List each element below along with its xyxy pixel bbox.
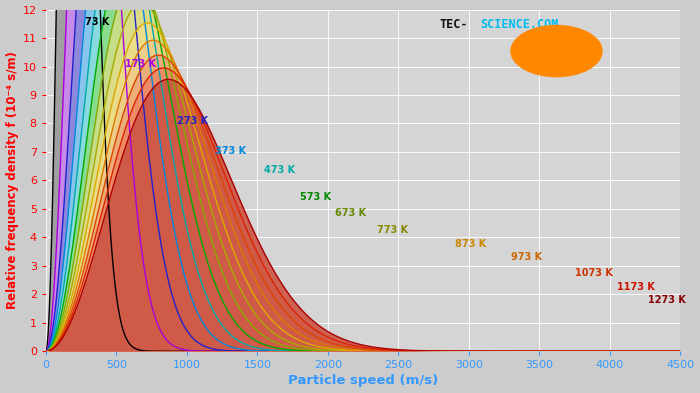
Text: 273 K: 273 K [177, 116, 208, 126]
Y-axis label: Relative frequency density f (10⁻⁴ s/m): Relative frequency density f (10⁻⁴ s/m) [6, 51, 19, 309]
Text: 373 K: 373 K [215, 145, 246, 156]
Text: 73 K: 73 K [85, 17, 110, 28]
Text: TEC-: TEC- [440, 18, 468, 31]
Text: 873 K: 873 K [455, 239, 486, 250]
X-axis label: Particle speed (m/s): Particle speed (m/s) [288, 375, 438, 387]
Text: 1073 K: 1073 K [575, 268, 612, 278]
Text: 573 K: 573 K [300, 193, 331, 202]
Text: 1173 K: 1173 K [617, 282, 655, 292]
Text: 173 K: 173 K [125, 59, 156, 69]
Text: 1273 K: 1273 K [648, 295, 686, 305]
Text: 973 K: 973 K [511, 252, 542, 262]
Text: 673 K: 673 K [335, 208, 366, 218]
Text: SCIENCE.COM: SCIENCE.COM [480, 18, 559, 31]
Text: 473 K: 473 K [265, 165, 295, 175]
Text: 773 K: 773 K [377, 225, 408, 235]
